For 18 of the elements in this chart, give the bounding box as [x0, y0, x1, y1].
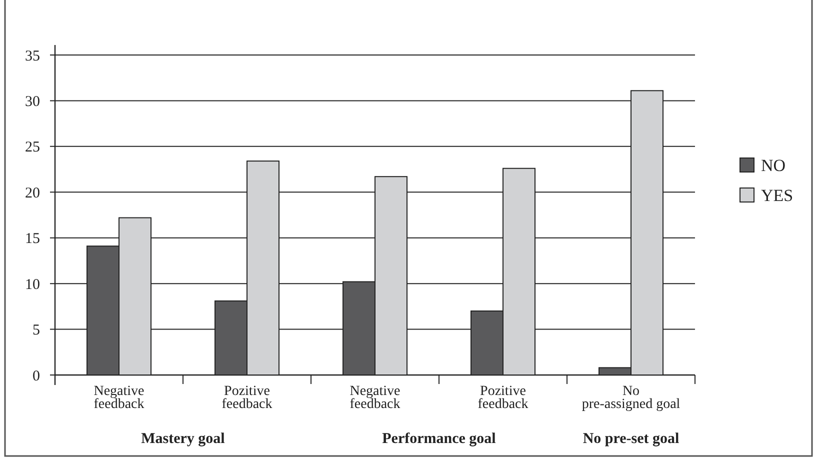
- legend-label: NO: [761, 156, 786, 175]
- y-tick-label: 15: [25, 231, 40, 248]
- text: No pre-set goal: [582, 431, 680, 447]
- x-tick-label: Negative feedback: [350, 384, 400, 412]
- x-tick-label: Negative feedback: [94, 384, 144, 412]
- y-tick-label: 0: [32, 368, 40, 384]
- x-tick-label: Pozitive feedback: [478, 384, 528, 412]
- y-tick-label: 20: [25, 185, 40, 202]
- y-tick-label: 10: [25, 276, 40, 293]
- x-tick-label: No pre-assigned goal: [582, 384, 680, 412]
- y-tick-label: 35: [25, 48, 40, 64]
- y-tick-label: 5: [32, 322, 40, 339]
- text: Performance goal: [382, 431, 496, 447]
- y-tick-label: 25: [25, 140, 40, 156]
- x-tick-label: Pozitive feedback: [222, 384, 272, 412]
- legend-label: YES: [761, 186, 794, 205]
- text: Mastery goal: [141, 431, 225, 447]
- y-tick-label: 30: [25, 94, 40, 110]
